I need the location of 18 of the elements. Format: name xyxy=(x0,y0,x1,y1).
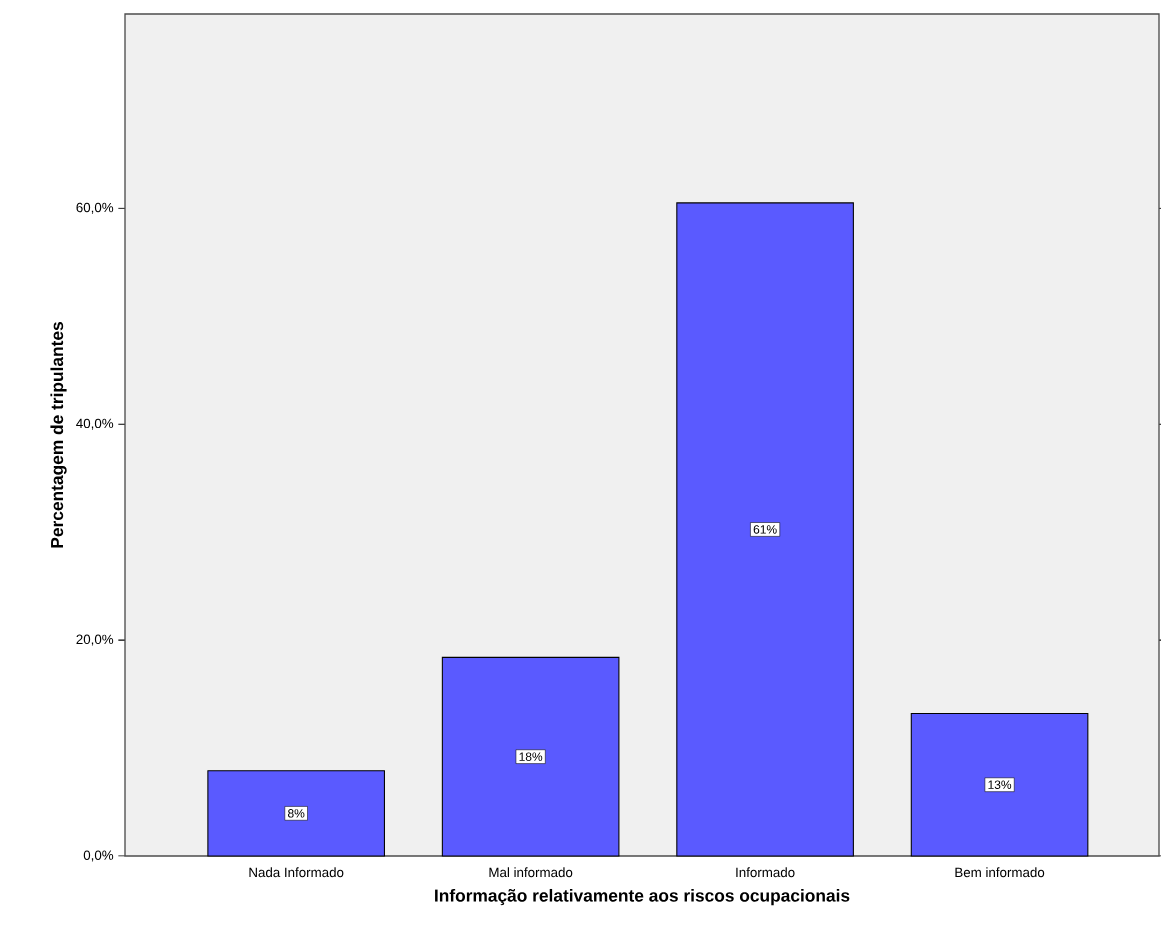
data-label: 13% xyxy=(988,780,1012,789)
y-tick-label: 20,0% xyxy=(76,634,114,646)
x-axis-title: Informação relativamente aos riscos ocupacionais xyxy=(435,888,850,906)
data-label: 61% xyxy=(753,525,777,534)
bar xyxy=(441,656,620,857)
x-tick-label: Mal informado xyxy=(489,867,573,878)
x-tick-label: Informado xyxy=(736,867,795,878)
y-tick-label: 60,0% xyxy=(76,202,114,214)
bar xyxy=(910,712,1089,857)
bar xyxy=(207,770,385,857)
y-tick-label: 40,0% xyxy=(76,418,114,430)
y-tick-label: 0,0% xyxy=(83,850,114,862)
x-tick-label: Bem informado xyxy=(955,867,1045,878)
bar xyxy=(676,202,854,857)
x-tick-label: Nada Informado xyxy=(249,867,344,878)
data-label: 18% xyxy=(519,752,543,761)
data-label: 8% xyxy=(288,809,305,818)
y-axis-title: Percentagem de tripulantes xyxy=(50,322,67,548)
